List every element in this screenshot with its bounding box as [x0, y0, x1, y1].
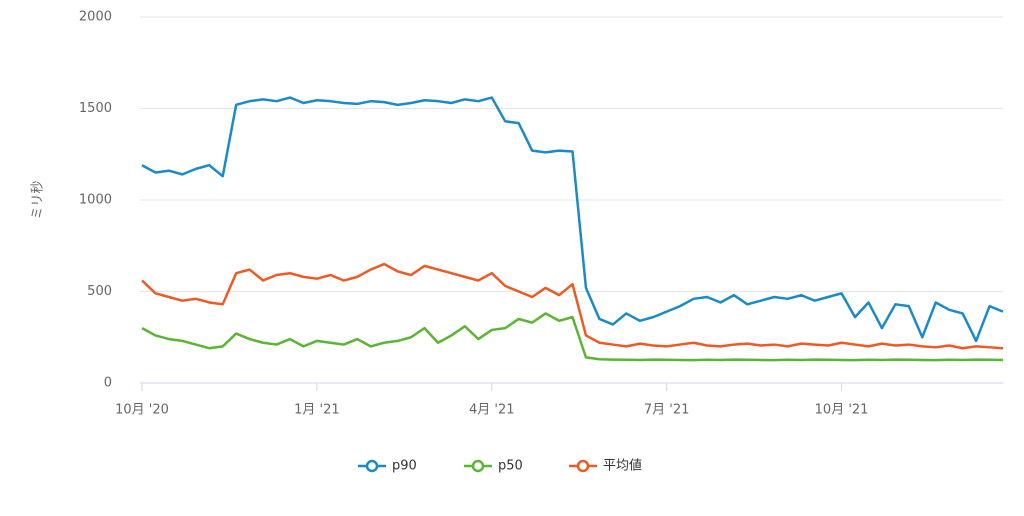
- legend-label[interactable]: 平均値: [603, 458, 642, 474]
- line-series: [141, 96, 1004, 343]
- line-series: [141, 312, 1004, 362]
- x-tick-label: 4月 '21: [469, 403, 515, 418]
- legend-symbol[interactable]: [471, 459, 485, 473]
- y-tick-label: 2000: [79, 10, 112, 25]
- line-series: [141, 262, 1004, 350]
- y-tick-label: 500: [87, 284, 112, 299]
- y-tick-label: 1000: [79, 193, 112, 208]
- legend-symbol[interactable]: [576, 459, 590, 473]
- y-tick-label: 0: [104, 376, 112, 391]
- y-tick-label: 1500: [79, 101, 112, 116]
- x-tick-label: 10月 '21: [815, 403, 869, 418]
- legend-label[interactable]: p50: [498, 459, 523, 474]
- y-axis-label: ミリ秒: [31, 180, 46, 219]
- legend-label[interactable]: p90: [392, 459, 417, 474]
- legend-symbol[interactable]: [365, 459, 379, 473]
- x-tick-label: 7月 '21: [644, 403, 690, 418]
- x-tick-label: 10月 '20: [115, 403, 169, 418]
- x-tick-label: 1月 '21: [294, 403, 340, 418]
